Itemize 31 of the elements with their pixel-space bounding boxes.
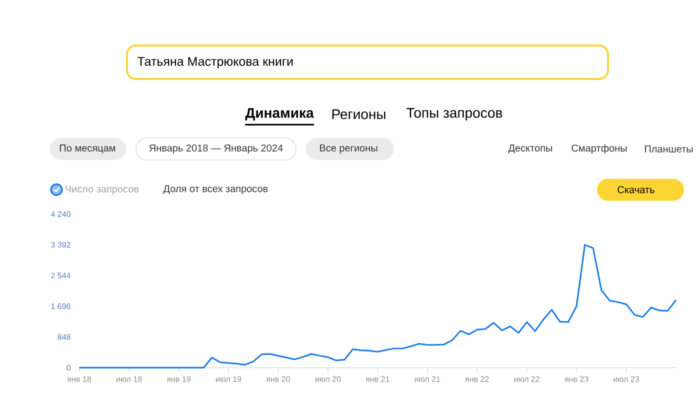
y-tick-label: 3 392 [51,242,70,248]
x-tick-label: янв 23 [564,376,588,382]
x-tick-label: янв 18 [67,376,91,382]
x-tick-label: янв 22 [465,376,489,382]
legend-label: Число запросов [66,186,139,194]
y-tick-label: 1 696 [51,303,70,310]
text: Планшеты [645,146,693,152]
x-tick-label: янв 21 [366,376,390,382]
text: Смартфоны [572,144,627,154]
x-tick-label: июл 23 [614,376,639,382]
x-tick-label: июл 22 [514,376,540,382]
text: Топы запросов [406,108,502,121]
text: Январь 2018 — Январь 2024 [149,144,283,154]
text: Динамика [245,108,314,121]
y-tick-label: 2 544 [51,272,71,278]
text: Доля от всех запросов [163,185,268,194]
text: Все регионы [320,144,378,154]
x-tick-label: янв 20 [266,376,290,382]
x-tick-label: июл 20 [315,376,341,382]
text: Десктопы [508,144,552,154]
y-tick-label: 4 240 [50,211,70,217]
x-tick-label: июл 18 [116,376,142,382]
x-tick-label: янв 19 [166,376,190,382]
chart-title: Татьяна Мастрюкова книги [137,57,293,68]
text: По месяцам [60,144,116,154]
x-tick-label: июл 19 [216,376,242,382]
x-tick-label: июл 21 [414,376,440,382]
y-tick-label: 848 [58,334,70,340]
text: Регионы [332,109,386,120]
text: Скачать [618,186,654,194]
y-tick-label: 0 [66,364,70,371]
